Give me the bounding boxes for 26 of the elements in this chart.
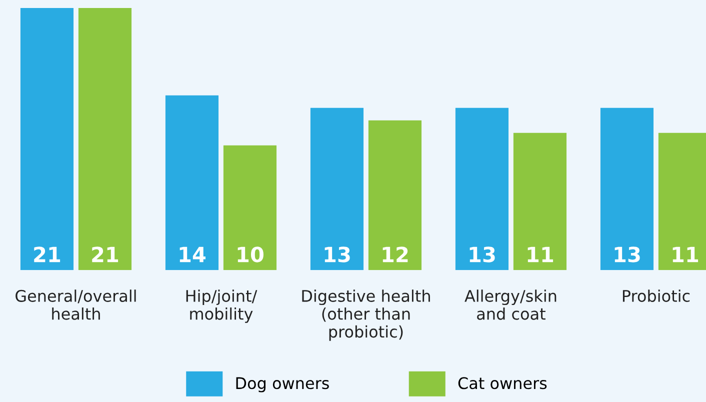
bar — [223, 145, 277, 270]
data-label: 13 — [324, 246, 350, 262]
x-tick-label: General/overall health — [16, 290, 136, 320]
data-label: 12 — [382, 246, 408, 262]
legend-label: Cat owners — [458, 377, 547, 390]
legend-label: Dog owners — [236, 377, 329, 392]
bar — [78, 8, 132, 270]
bar — [455, 108, 509, 270]
data-label: 11 — [672, 246, 698, 262]
x-tick-label: Probiotic — [622, 290, 690, 302]
data-label: 13 — [614, 246, 640, 262]
bar — [20, 8, 74, 270]
x-tick-label: Hip/joint/ mobility — [186, 290, 258, 323]
data-label: 14 — [180, 246, 206, 262]
x-tick-label: Allergy/skin and coat — [464, 290, 556, 320]
data-label: 10 — [238, 246, 264, 262]
bar — [368, 120, 422, 270]
data-label: 13 — [470, 246, 495, 262]
x-tick-label: Digestive health (other than probiotic) — [302, 290, 430, 341]
bar — [165, 95, 219, 270]
data-label: 21 — [92, 246, 118, 262]
bar — [600, 108, 654, 270]
data-label: 11 — [528, 246, 554, 262]
data-label: 21 — [34, 246, 60, 262]
bar — [310, 108, 364, 270]
bar — [513, 132, 567, 270]
